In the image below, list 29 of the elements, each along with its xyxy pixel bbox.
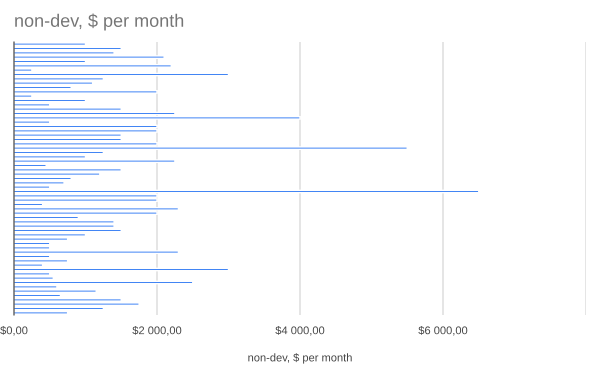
bar bbox=[14, 206, 180, 211]
bar bbox=[14, 98, 86, 102]
bar bbox=[14, 190, 480, 194]
bar bbox=[14, 198, 158, 202]
bar bbox=[14, 159, 176, 164]
bar bbox=[14, 116, 301, 120]
bar bbox=[14, 124, 158, 128]
bar bbox=[14, 268, 230, 272]
bar bbox=[14, 55, 165, 60]
bar bbox=[14, 258, 68, 263]
bar bbox=[14, 72, 230, 76]
x-tick-label: $0,00 bbox=[0, 326, 28, 336]
x-tick-label: $4 000,00 bbox=[275, 326, 324, 336]
bar bbox=[14, 250, 180, 254]
x-tick-label: $6 000,00 bbox=[418, 326, 468, 336]
x-tick-label: $2 000,00 bbox=[132, 326, 182, 336]
bar bbox=[14, 128, 158, 133]
bar bbox=[14, 220, 115, 224]
bar bbox=[14, 289, 97, 294]
bar bbox=[14, 90, 158, 94]
bar bbox=[14, 146, 408, 150]
bar bbox=[14, 228, 122, 232]
chart-title: non-dev, $ per month bbox=[15, 13, 184, 31]
bar bbox=[14, 302, 140, 306]
bar bbox=[14, 280, 194, 284]
x-axis-title: non-dev, $ per month bbox=[248, 353, 352, 364]
bar bbox=[14, 46, 122, 50]
bar bbox=[14, 64, 172, 68]
bar bbox=[14, 168, 122, 172]
